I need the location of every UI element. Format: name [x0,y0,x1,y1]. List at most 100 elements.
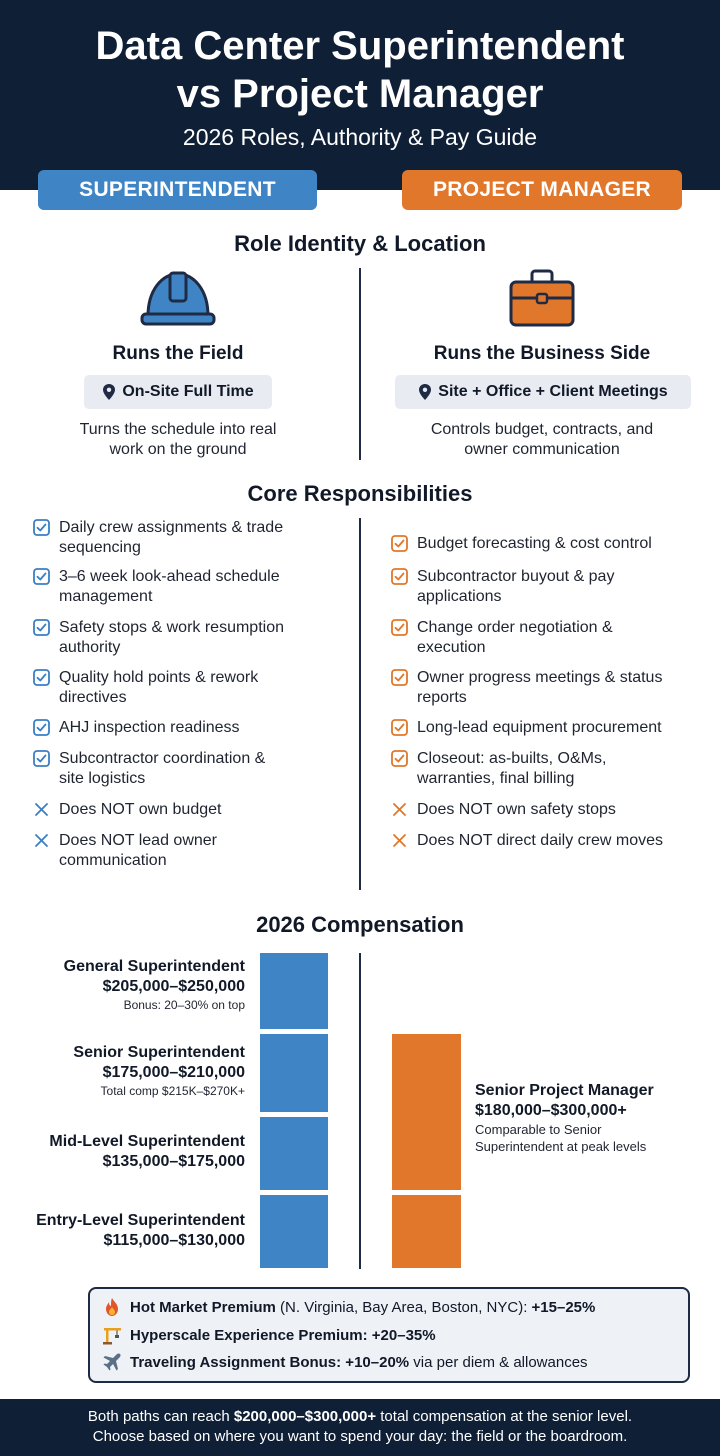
checkbox-checked-icon [33,619,50,636]
responsibility-line: Long-lead equipment procurement [417,719,662,736]
superintendent-responsibilities-list: Daily crew assignments & trade sequencing… [33,518,353,878]
premium-bold-text: Traveling Assignment Bonus: +10–20% [130,1353,410,1371]
mid-level-superintendent-label: Mid-Level Superintendent $135,000–$175,0… [49,1132,245,1172]
responsibility-item: Does NOT lead owner communication [33,831,217,871]
traveling-bonus-row: Traveling Assignment Bonus: +10–20% via … [102,1352,588,1372]
pm-level-note-line1: Comparable to Senior [475,1122,602,1137]
checkbox-checked-icon [33,719,50,736]
responsibilities-divider [359,518,361,890]
responsibility-text: Budget forecasting & cost control [417,534,652,554]
responsibility-line: AHJ inspection readiness [59,719,240,736]
responsibility-text: Quality hold points & rework directives [59,668,258,708]
checkbox-checked-icon [33,750,50,767]
level-note: Bonus: 20–30% on top [123,998,245,1012]
level-range: $175,000–$210,000 [102,1064,245,1081]
premium-bold-text: Hyperscale Experience Premium: +20–35% [130,1326,436,1344]
checkbox-checked-icon [33,519,50,536]
cross-icon [393,834,406,847]
header-banner [0,0,720,190]
footer-text: total compensation at the senior level. [376,1408,633,1425]
responsibility-line: Does NOT lead owner [59,832,217,849]
responsibility-text: Does NOT lead owner communication [59,831,217,871]
senior-pm-bar-lower [392,1195,461,1268]
responsibility-line: directives [59,689,127,706]
responsibility-line: authority [59,639,121,656]
pm-location-chip: Site + Office + Client Meetings [395,375,691,409]
pm-desc-line2: owner communication [464,441,620,458]
responsibility-text: Change order negotiation & execution [417,618,613,658]
responsibility-line: Quality hold points & rework [59,669,259,686]
senior-superintendent-label: Senior Superintendent $175,000–$210,000 … [73,1043,245,1099]
project-manager-column-label: PROJECT MANAGER [402,170,682,210]
responsibility-line: Owner progress meetings & status [417,669,663,686]
pm-level-note-line2: Superintendent at peak levels [475,1139,647,1154]
responsibility-item: Subcontractor coordination & site logisti… [33,749,265,789]
responsibility-line: communication [59,852,167,869]
pm-level-range: $180,000–$300,000+ [475,1102,627,1119]
hot-market-premium-row: Hot Market Premium (N. Virginia, Bay Are… [102,1297,595,1317]
checkbox-checked-icon [33,669,50,686]
responsibility-item: Change order negotiation & execution [391,618,613,658]
premium-summary-box: Hot Market Premium (N. Virginia, Bay Are… [88,1287,690,1383]
footer-line1: Both paths can reach $200,000–$300,000+ … [0,1407,720,1427]
checkbox-checked-icon [391,535,408,552]
page-title-line2: vs Project Manager [176,72,544,116]
responsibility-line: warranties, final billing [417,770,575,787]
premium-bold-text: Hot Market Premium [130,1298,276,1316]
location-pin-icon [103,384,116,400]
footer-line2: Choose based on where you want to spend … [92,1428,628,1445]
responsibility-item: Long-lead equipment procurement [391,718,662,738]
role-identity-divider [359,268,361,460]
compensation-title: 2026 Compensation [256,912,464,937]
checkbox-checked-icon [33,568,50,585]
responsibility-line: sequencing [59,539,141,556]
location-pin-icon [419,384,432,400]
pm-role-description: Controls budget, contracts, and owner co… [392,420,692,460]
premium-normal-text: via per diem & allowances [409,1353,588,1371]
responsibility-line: applications [417,588,502,605]
responsibility-item: Does NOT direct daily crew moves [391,831,663,851]
checkbox-checked-icon [391,568,408,585]
hard-hat-icon [140,270,216,328]
responsibility-item: Safety stops & work resumption authority [33,618,284,658]
responsibility-line: execution [417,639,486,656]
superintendent-role-heading: Runs the Field [112,343,244,364]
checkbox-checked-icon [391,719,408,736]
level-note: Total comp $215K–$270K+ [100,1084,245,1098]
responsibility-item: Does NOT own budget [33,800,221,820]
superintendent-location-chip: On-Site Full Time [84,375,272,409]
superintendent-desc-line2: work on the ground [109,441,247,458]
senior-project-manager-label: Senior Project Manager $180,000–$300,000… [475,1081,715,1155]
level-title: Mid-Level Superintendent [49,1133,245,1150]
pm-desc-line1: Controls budget, contracts, and [430,421,654,438]
responsibility-text: Subcontractor coordination & site logisti… [59,749,265,789]
responsibility-line: Subcontractor buyout & pay [417,568,615,585]
compensation-divider [359,953,361,1269]
checkbox-checked-icon [391,669,408,686]
superintendent-role-description: Turns the schedule into real work on the… [28,420,328,460]
responsibility-text: Owner progress meetings & status reports [417,668,662,708]
pm-location-text: Site + Office + Client Meetings [438,383,668,400]
responsibility-text: Safety stops & work resumption authority [59,618,284,658]
responsibility-line: Does NOT own safety stops [417,801,616,818]
responsibility-line: management [59,588,153,605]
checkbox-checked-icon [391,750,408,767]
responsibility-text: Does NOT own budget [59,800,221,820]
entry-level-superintendent-label: Entry-Level Superintendent $115,000–$130… [36,1211,245,1251]
responsibility-item: Quality hold points & rework directives [33,668,258,708]
senior-pm-bar-upper [392,1034,461,1190]
airplane-icon [103,1353,121,1371]
responsibility-line: Subcontractor coordination & [59,750,266,767]
hyperscale-premium-row: Hyperscale Experience Premium: +20–35% [102,1325,436,1345]
role-identity-title: Role Identity & Location [234,231,486,256]
responsibility-line: Does NOT own budget [59,801,222,818]
premium-bold-value: +15–25% [531,1298,596,1316]
core-responsibilities-title: Core Responsibilities [247,481,473,506]
responsibility-line: 3–6 week look-ahead schedule [59,568,280,585]
level-range: $115,000–$130,000 [103,1232,245,1249]
responsibility-item: Does NOT own safety stops [391,800,616,820]
responsibility-text: Does NOT own safety stops [417,800,616,820]
cross-icon [393,803,406,816]
entry-level-superintendent-bar [260,1195,328,1268]
cross-icon [35,803,48,816]
